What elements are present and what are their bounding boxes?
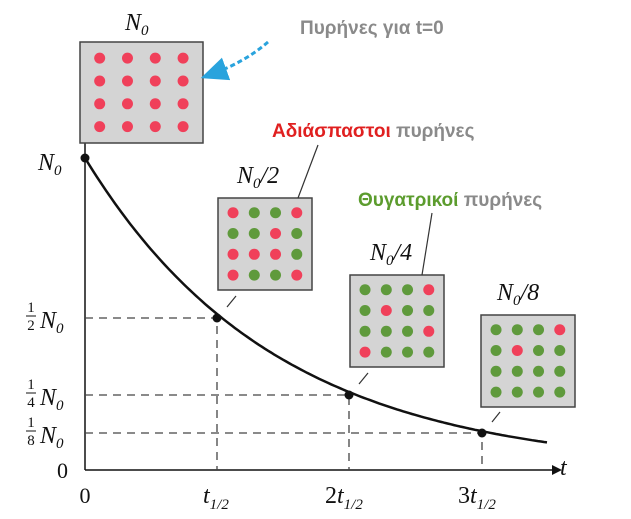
svg-text:1: 1 <box>27 415 35 431</box>
nucleus <box>554 366 565 377</box>
nucleus <box>512 345 523 356</box>
annotation: Πυρήνες για t=0 <box>300 18 444 39</box>
nucleus <box>402 347 413 358</box>
nucleus <box>178 53 189 64</box>
nucleus <box>249 207 260 218</box>
svg-text:2: 2 <box>27 318 35 334</box>
x-axis-label: t <box>560 455 568 481</box>
nucleus <box>491 345 502 356</box>
nucleus <box>360 347 371 358</box>
nucleus <box>150 75 161 86</box>
nucleus <box>491 324 502 335</box>
nucleus <box>381 284 392 295</box>
nucleus <box>533 366 544 377</box>
svg-text:8: 8 <box>27 433 35 449</box>
nucleus <box>554 324 565 335</box>
box-label: N0/4 <box>369 240 412 269</box>
nucleus <box>122 98 133 109</box>
decay-diagram: t N0 1 2 N0 1 4 N0 1 8 N0 0 0 t1/2 2t1/2… <box>0 0 631 519</box>
svg-text:1: 1 <box>27 377 35 393</box>
svg-text:4: 4 <box>27 395 35 411</box>
annotation: Θυγατρικοί πυρήνες <box>358 190 542 211</box>
nucleus <box>178 121 189 132</box>
nucleus <box>533 324 544 335</box>
nucleus <box>381 305 392 316</box>
nucleus <box>270 207 281 218</box>
nucleus <box>94 53 105 64</box>
x-label: t1/2 <box>203 483 229 513</box>
nucleus <box>270 270 281 281</box>
box-label: N0/8 <box>496 280 539 309</box>
nucleus <box>423 284 434 295</box>
nucleus <box>291 249 302 260</box>
nucleus <box>249 270 260 281</box>
nucleus <box>122 75 133 86</box>
nucleus <box>423 305 434 316</box>
nucleus <box>554 345 565 356</box>
nucleus <box>178 98 189 109</box>
nucleus <box>178 75 189 86</box>
nucleus <box>249 249 260 260</box>
nucleus <box>533 345 544 356</box>
nucleus <box>512 324 523 335</box>
nucleus <box>150 53 161 64</box>
annotation: Αδιάσπαστοι πυρήνες <box>272 121 475 142</box>
nucleus <box>291 228 302 239</box>
nucleus <box>291 270 302 281</box>
nucleus <box>402 305 413 316</box>
y-label: 1 2 N0 <box>26 300 64 337</box>
nucleus <box>228 270 239 281</box>
nucleus <box>94 75 105 86</box>
svg-text:N0: N0 <box>39 308 64 337</box>
y-label: 0 <box>57 458 68 483</box>
nucleus <box>122 53 133 64</box>
x-label: 3t1/2 <box>458 483 496 513</box>
nucleus <box>291 207 302 218</box>
nucleus <box>533 387 544 398</box>
svg-text:N0: N0 <box>39 385 64 414</box>
nucleus <box>94 98 105 109</box>
svg-text:1: 1 <box>27 300 35 316</box>
nucleus <box>491 366 502 377</box>
nucleus <box>150 98 161 109</box>
nucleus <box>402 284 413 295</box>
nucleus <box>122 121 133 132</box>
nucleus <box>360 305 371 316</box>
y-label: 1 8 N0 <box>26 415 64 452</box>
nucleus <box>94 121 105 132</box>
nucleus <box>512 366 523 377</box>
nucleus <box>402 326 413 337</box>
nucleus <box>491 387 502 398</box>
nucleus <box>228 249 239 260</box>
svg-text:N0: N0 <box>39 423 64 452</box>
x-label: 2t1/2 <box>325 483 363 513</box>
nucleus <box>270 228 281 239</box>
nucleus <box>512 387 523 398</box>
nucleus <box>270 249 281 260</box>
nucleus <box>249 228 260 239</box>
y-label: N0 <box>37 150 62 179</box>
nucleus <box>554 387 565 398</box>
annotation-arrow <box>212 42 268 74</box>
box-label: N0 <box>124 10 149 39</box>
nucleus <box>423 326 434 337</box>
boxes <box>80 42 575 407</box>
nucleus <box>228 228 239 239</box>
x-label: 0 <box>80 483 91 508</box>
nucleus <box>381 326 392 337</box>
nucleus <box>228 207 239 218</box>
nucleus <box>381 347 392 358</box>
nucleus <box>423 347 434 358</box>
nucleus <box>150 121 161 132</box>
box-label: N0/2 <box>236 163 279 192</box>
nucleus <box>360 326 371 337</box>
y-label: 1 4 N0 <box>26 377 64 414</box>
nucleus <box>360 284 371 295</box>
